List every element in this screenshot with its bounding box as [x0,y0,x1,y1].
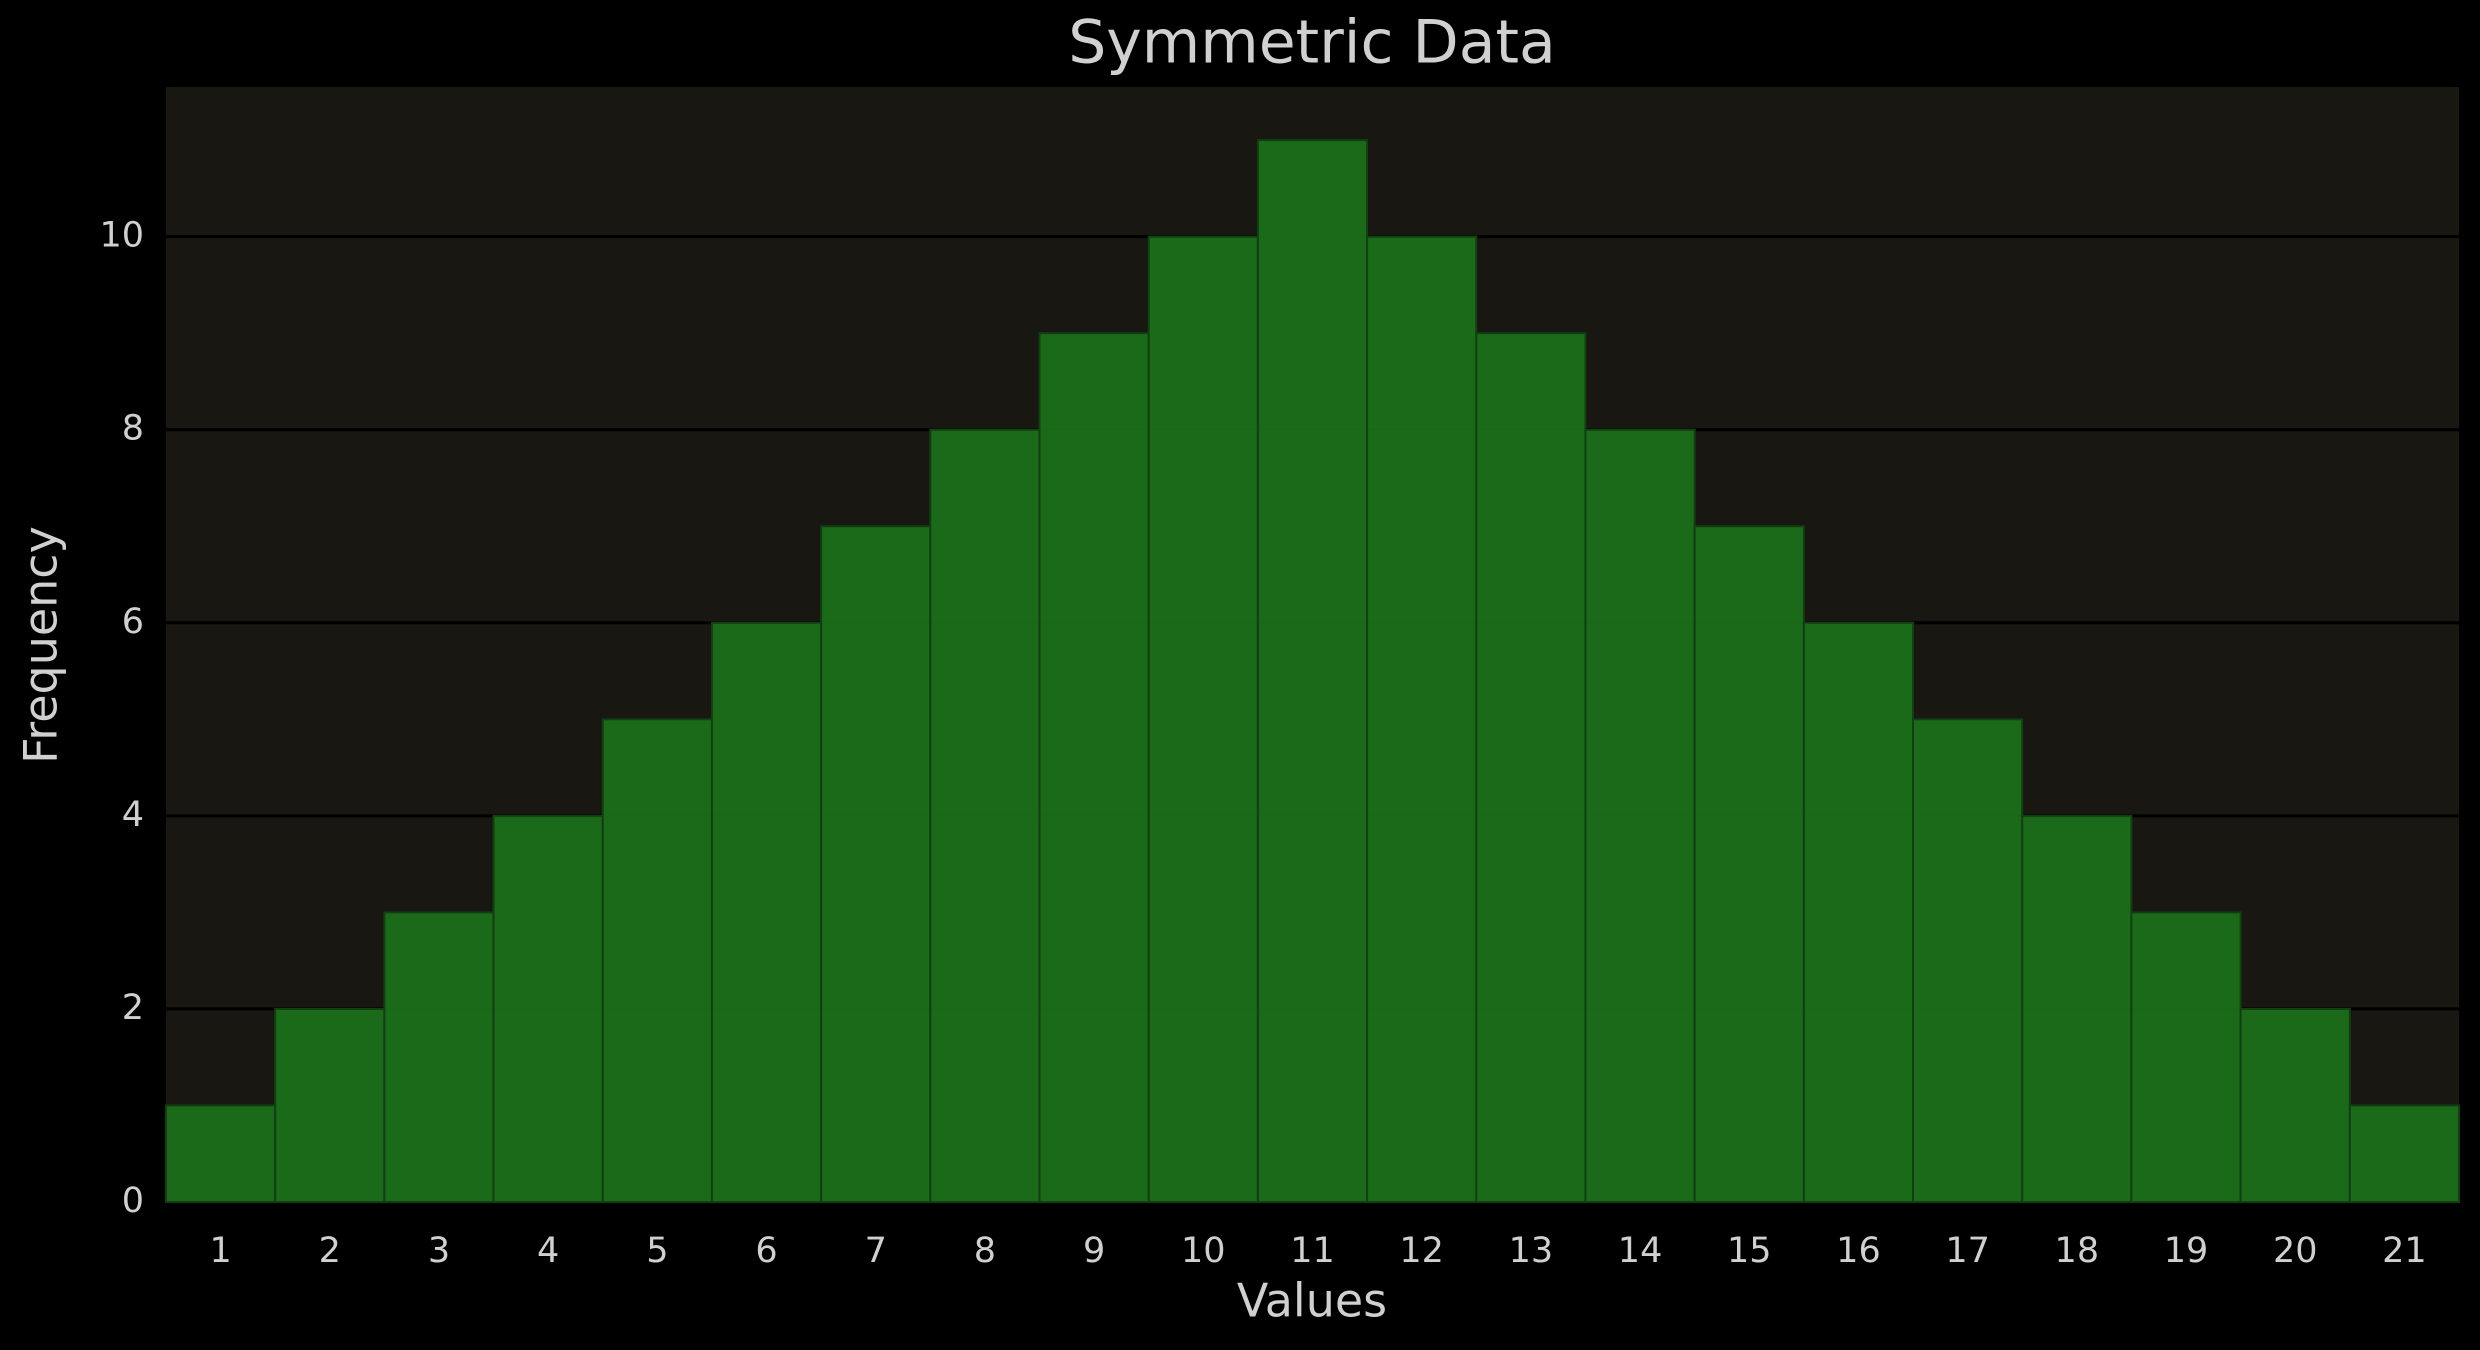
x-tick-label: 20 [2273,1231,2318,1271]
x-tick-label: 18 [2055,1231,2100,1271]
y-tick-label: 2 [122,988,144,1028]
x-tick-label: 9 [1083,1231,1105,1271]
x-tick-label: 1 [209,1231,231,1271]
x-tick-label: 4 [537,1231,559,1271]
x-tick-label: 13 [1509,1231,1554,1271]
bar [710,621,823,1203]
x-tick-label: 3 [428,1231,450,1271]
x-tick-label: 14 [1618,1231,1663,1271]
bar [2130,911,2242,1203]
bar [2348,1104,2461,1204]
bar [820,525,932,1203]
bar [1802,621,1915,1203]
bar [1693,525,1805,1203]
y-tick-label: 8 [122,409,144,449]
y-tick-label: 4 [122,795,144,835]
bar [1038,332,1150,1203]
bar [2021,814,2133,1204]
x-tick-label: 11 [1290,1231,1335,1271]
bar [1912,718,2024,1204]
bar [1256,139,1369,1204]
x-tick-label: 10 [1181,1231,1226,1271]
bar [929,428,1041,1203]
x-axis-label: Values [1237,1274,1387,1328]
y-tick-label: 0 [122,1181,144,1221]
x-tick-label: 16 [1836,1231,1881,1271]
y-tick-label: 6 [122,602,144,642]
bar [1366,235,1478,1204]
x-tick-label: 21 [2382,1231,2427,1271]
bar [274,1007,386,1203]
bar [383,911,495,1203]
x-tick-label: 8 [974,1231,996,1271]
bar [2239,1007,2351,1203]
chart-title: Symmetric Data [1068,8,1556,78]
bar [1584,428,1696,1203]
x-tick-label: 6 [755,1231,777,1271]
x-tick-label: 7 [865,1231,887,1271]
bar [1147,235,1259,1204]
x-tick-label: 15 [1727,1231,1772,1271]
x-tick-label: 19 [2164,1231,2209,1271]
x-tick-label: 5 [646,1231,668,1271]
bar [1475,332,1587,1203]
bar [601,718,713,1204]
y-axis-label: Frequency [14,526,68,764]
y-tick-label: 10 [99,216,144,256]
x-tick-label: 17 [1945,1231,1990,1271]
x-tick-label: 12 [1399,1231,1444,1271]
bar [492,814,604,1204]
bar [165,1104,277,1204]
x-tick-label: 2 [319,1231,341,1271]
